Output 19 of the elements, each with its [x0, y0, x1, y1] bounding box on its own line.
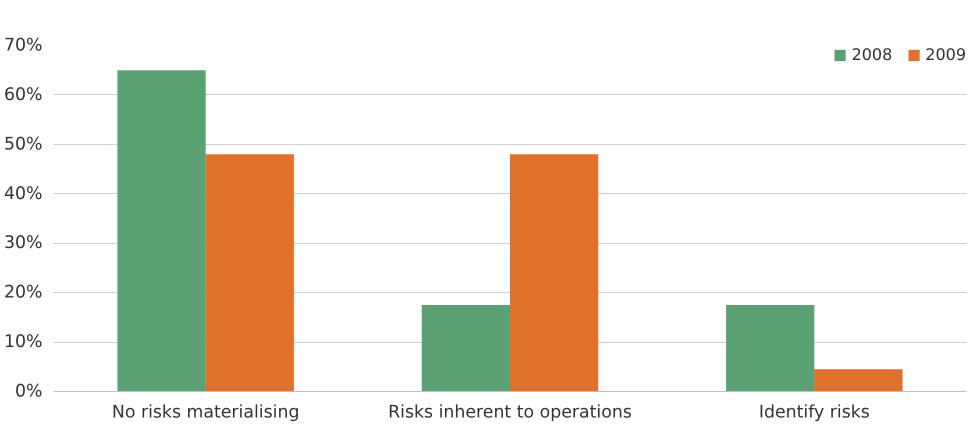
y-tick-label: 0%	[15, 382, 43, 402]
legend-label: 2008	[852, 45, 892, 64]
bar	[206, 154, 294, 392]
bar	[814, 369, 903, 392]
bar	[510, 154, 598, 392]
y-tick-label: 60%	[4, 84, 42, 105]
bar	[117, 70, 206, 392]
legend-label: 2009	[925, 45, 966, 64]
y-tick-label: 70%	[4, 36, 42, 56]
x-tick-label: Identify risks	[758, 402, 870, 422]
x-tick-label: Risks inherent to operations	[388, 402, 632, 422]
y-tick-label: 50%	[4, 134, 42, 154]
y-tick-label: 40%	[4, 184, 42, 204]
x-tick-label: No risks materialising	[112, 402, 300, 422]
y-tick-label: 20%	[4, 282, 42, 303]
bar	[422, 305, 510, 392]
y-tick-label: 30%	[4, 233, 42, 254]
y-tick-label: 10%	[4, 332, 42, 352]
bar	[726, 305, 814, 392]
